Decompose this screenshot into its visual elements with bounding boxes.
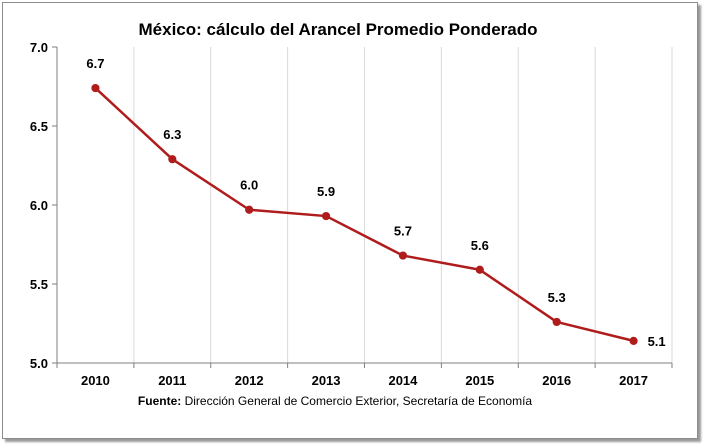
series-line [94,87,634,343]
data-label: 6.3 [163,127,181,142]
y-tick-label: 6.0 [30,198,48,213]
chart-title: México: cálculo del Arancel Promedio Pon… [139,20,538,39]
data-point [168,155,177,164]
x-tick-label: 2012 [235,373,264,388]
data-label: 5.6 [471,238,489,253]
data-labels: 6.7 6.3 6.0 5.9 5.7 5.6 5.3 5.1 [86,56,665,349]
data-label: 5.1 [648,334,666,349]
x-tick-label: 2011 [158,373,186,388]
data-label: 6.7 [86,56,104,71]
source-label: Fuente: [138,394,181,408]
x-tick-label: 2017 [619,373,648,388]
data-label: 5.9 [317,184,335,199]
data-label: 5.3 [548,290,566,305]
data-point [475,265,484,274]
y-tick-label: 5.0 [30,356,48,371]
x-tick-label: 2015 [465,373,494,388]
y-tick-label: 7.0 [30,40,48,55]
series-area [91,83,638,345]
x-axis-ticks: 2010 2011 2012 2013 2014 2015 2016 2017 [56,363,673,388]
data-point [629,336,638,345]
gridlines [133,47,673,363]
data-point [91,83,100,93]
x-tick-label: 2016 [542,373,571,388]
chart-frame [2,2,698,439]
x-tick-label: 2013 [312,373,341,388]
data-label: 5.7 [394,224,412,239]
y-tick-label: 6.5 [30,119,48,134]
x-tick-label: 2014 [388,373,418,388]
source-text: Dirección General de Comercio Exterior, … [181,394,532,408]
y-axis-ticks: 5.0 5.5 6.0 6.5 7.0 [30,40,57,371]
data-point [552,317,561,327]
y-tick-label: 5.5 [30,277,48,292]
source-note: Fuente: Dirección General de Comercio Ex… [138,394,532,408]
data-label: 6.0 [240,178,258,193]
data-point [398,251,408,260]
data-point [321,211,331,221]
x-tick-label: 2010 [81,373,110,388]
data-point [245,205,254,214]
